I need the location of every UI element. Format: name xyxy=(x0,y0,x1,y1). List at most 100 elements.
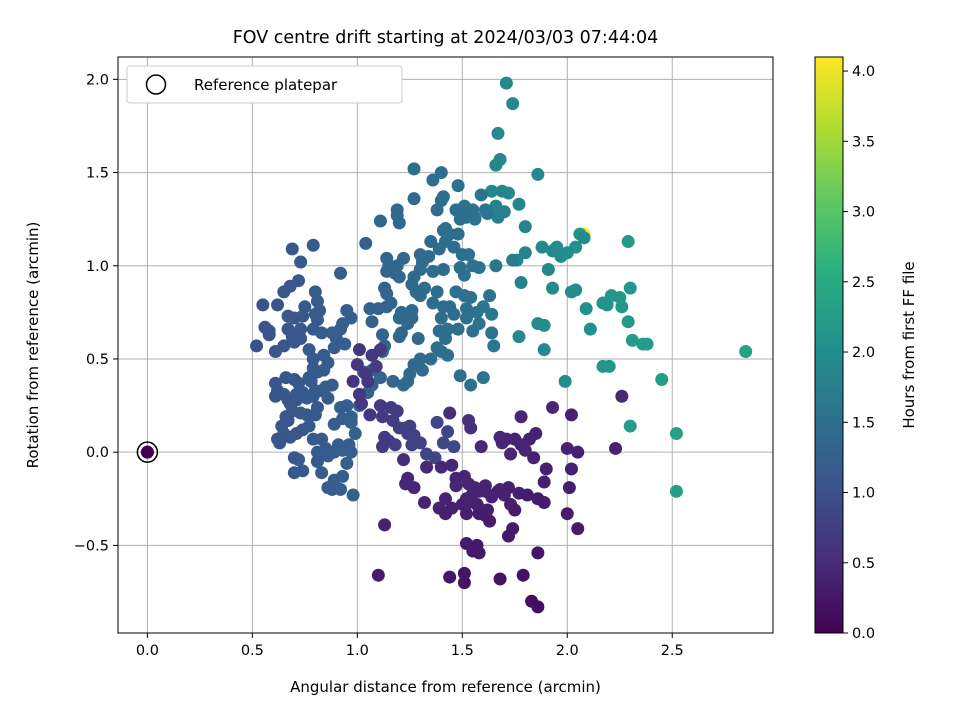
data-point xyxy=(302,343,316,357)
colorbar: 0.0 0.5 1.0 1.5 2.0 2.5 3.0 3.5 4.0 Hours from f… xyxy=(814,56,918,642)
data-point xyxy=(426,264,440,278)
data-point xyxy=(373,371,387,385)
data-point xyxy=(445,458,459,472)
data-point xyxy=(531,546,545,560)
data-point xyxy=(615,389,629,403)
y-tick-label: 0.5 xyxy=(86,352,109,368)
data-point xyxy=(310,455,324,469)
data-point xyxy=(405,438,419,452)
data-point xyxy=(483,289,497,303)
data-point xyxy=(615,300,629,314)
data-point xyxy=(541,263,555,277)
legend-entry-label: Reference platepar xyxy=(194,76,338,94)
data-point xyxy=(434,166,448,180)
data-point xyxy=(459,507,473,521)
data-point xyxy=(449,203,463,217)
data-point xyxy=(531,600,545,614)
data-point xyxy=(420,447,434,461)
data-point xyxy=(495,184,509,198)
data-point xyxy=(491,210,505,224)
data-point xyxy=(459,311,473,325)
colorbar-label: Hours from first FF file xyxy=(900,261,918,428)
data-point xyxy=(478,203,492,217)
colorbar-tick-label: 1.0 xyxy=(852,486,875,502)
data-point xyxy=(281,309,295,323)
data-point xyxy=(439,507,452,521)
data-point xyxy=(321,481,335,495)
data-point xyxy=(397,453,411,467)
data-point xyxy=(546,281,560,295)
colorbar-tick-label: 0.0 xyxy=(852,626,875,642)
data-point xyxy=(596,359,610,373)
data-point xyxy=(386,374,400,388)
data-point xyxy=(376,410,390,424)
data-point xyxy=(365,315,379,329)
data-point xyxy=(571,445,585,459)
data-point xyxy=(483,514,497,528)
data-point xyxy=(539,462,553,476)
data-point xyxy=(531,317,545,331)
data-point xyxy=(363,408,377,422)
scatter-points xyxy=(140,76,753,614)
data-point xyxy=(434,460,448,474)
data-point xyxy=(531,167,545,181)
data-point xyxy=(571,522,585,536)
y-axis-ticks: −0.5 0.0 0.5 1.0 1.5 2.0 xyxy=(74,72,118,554)
reference-platepar-marker xyxy=(136,441,159,463)
data-point xyxy=(451,322,465,336)
legend-box xyxy=(126,65,403,104)
data-point xyxy=(457,566,471,580)
colorbar-tick-label: 2.5 xyxy=(852,275,875,291)
y-tick-label: 1.0 xyxy=(86,259,109,275)
data-point xyxy=(352,343,366,357)
data-point xyxy=(577,231,591,245)
data-point xyxy=(352,387,366,401)
data-point xyxy=(281,322,295,336)
data-point xyxy=(669,427,683,441)
data-point xyxy=(497,488,511,502)
data-point xyxy=(457,576,471,590)
x-tick-label: 0.0 xyxy=(136,643,159,659)
data-point xyxy=(621,315,635,329)
data-point xyxy=(485,326,499,340)
colorbar-tick-label: 3.5 xyxy=(852,134,875,150)
data-point xyxy=(501,529,515,543)
data-point xyxy=(411,331,425,345)
data-point xyxy=(287,466,301,480)
y-axis-label: Rotation from reference (arcmin) xyxy=(24,222,42,469)
data-point xyxy=(287,451,301,465)
data-point xyxy=(365,348,379,362)
data-point xyxy=(294,255,308,269)
data-point xyxy=(470,305,484,319)
data-point xyxy=(560,507,574,521)
data-point xyxy=(315,466,329,480)
data-point xyxy=(669,484,683,498)
x-tick-label: 1.0 xyxy=(346,643,369,659)
data-point xyxy=(459,302,473,316)
data-point xyxy=(369,359,383,373)
x-tick-label: 2.5 xyxy=(661,643,684,659)
data-point xyxy=(294,322,308,336)
data-point xyxy=(579,302,593,316)
data-point xyxy=(271,298,285,312)
x-tick-label: 2.0 xyxy=(556,643,579,659)
data-point xyxy=(405,304,419,318)
data-point xyxy=(623,281,637,295)
data-point xyxy=(564,408,578,422)
data-point xyxy=(489,158,503,172)
data-point xyxy=(340,456,354,470)
colorbar-tick-label: 2.0 xyxy=(852,345,875,361)
data-point xyxy=(334,400,348,414)
data-point xyxy=(378,518,392,532)
data-point xyxy=(258,320,272,334)
data-point xyxy=(535,240,549,254)
data-point xyxy=(306,322,320,336)
data-point xyxy=(493,572,507,586)
data-point xyxy=(474,440,488,454)
data-point xyxy=(268,345,282,359)
data-point xyxy=(378,281,392,295)
data-point xyxy=(447,440,461,454)
data-point xyxy=(537,496,551,510)
data-point xyxy=(466,324,480,338)
